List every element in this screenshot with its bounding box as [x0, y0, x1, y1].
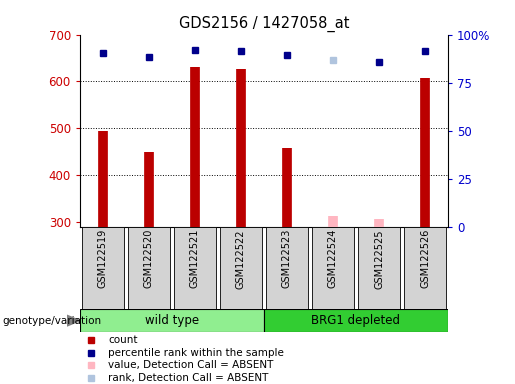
Text: rank, Detection Call = ABSENT: rank, Detection Call = ABSENT — [108, 373, 268, 383]
Text: GSM122525: GSM122525 — [374, 229, 384, 288]
Text: GSM122522: GSM122522 — [236, 229, 246, 288]
Text: GSM122524: GSM122524 — [328, 229, 338, 288]
Text: GSM122526: GSM122526 — [420, 229, 430, 288]
Bar — [358, 227, 400, 309]
Text: GSM122520: GSM122520 — [144, 229, 154, 288]
Text: count: count — [108, 335, 138, 345]
Bar — [220, 227, 262, 309]
Text: genotype/variation: genotype/variation — [3, 316, 101, 326]
Text: GSM122519: GSM122519 — [98, 229, 108, 288]
Bar — [312, 227, 354, 309]
Text: percentile rank within the sample: percentile rank within the sample — [108, 348, 284, 358]
Bar — [128, 227, 170, 309]
Polygon shape — [67, 315, 80, 326]
Bar — [80, 309, 264, 332]
Bar — [404, 227, 446, 309]
Text: GSM122521: GSM122521 — [190, 229, 200, 288]
Text: value, Detection Call = ABSENT: value, Detection Call = ABSENT — [108, 360, 273, 370]
Bar — [82, 227, 124, 309]
Text: wild type: wild type — [145, 314, 199, 327]
Bar — [266, 227, 308, 309]
Bar — [264, 309, 448, 332]
Text: GSM122523: GSM122523 — [282, 229, 292, 288]
Bar — [174, 227, 216, 309]
Title: GDS2156 / 1427058_at: GDS2156 / 1427058_at — [179, 16, 349, 32]
Text: BRG1 depleted: BRG1 depleted — [312, 314, 401, 327]
